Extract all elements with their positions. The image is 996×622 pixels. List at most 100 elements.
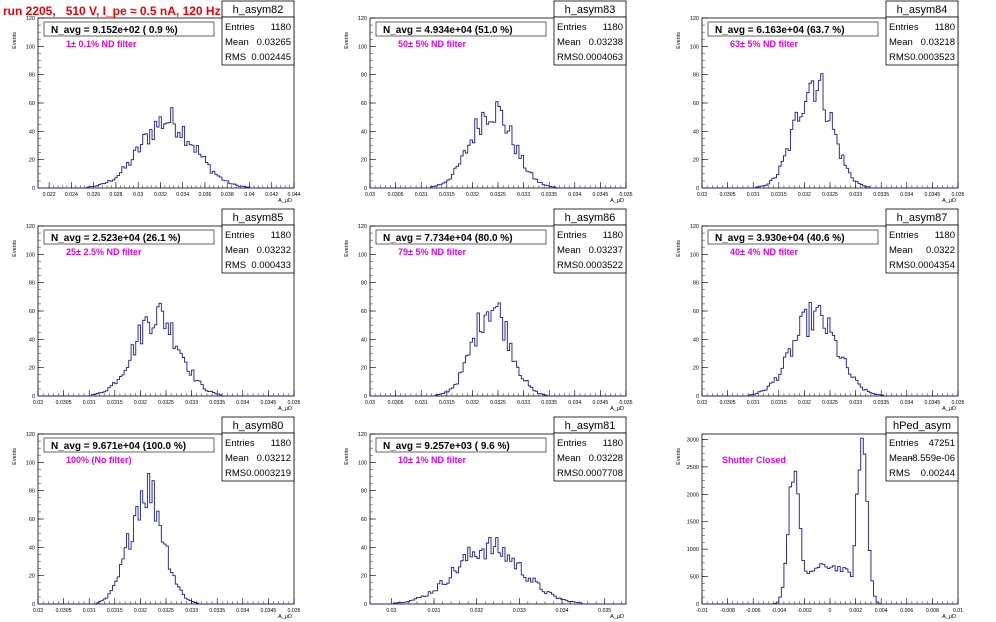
x-tick-label: 0.0305 [720,192,736,198]
x-tick-label: 0.033 [185,400,198,406]
x-tick-label: 0.0305 [720,400,736,406]
stats-label: Mean [225,245,249,256]
x-tick-label: 0.03 [697,400,707,406]
y-tick-label: 0 [696,602,699,608]
stats-box [221,432,295,482]
stats-label: RMS [557,468,578,479]
stats-box [885,16,959,66]
stats-label: Entries [889,22,919,33]
stats-value: 0.03265 [257,37,291,48]
y-axis-title: Events [676,240,682,257]
y-tick-label: 500 [690,575,699,581]
x-tick-label: 0.031 [428,608,441,614]
navg-label: N_avg = 9.152e+02 ( 0.9 %) [51,25,178,36]
y-tick-label: 60 [693,309,699,315]
y-tick-label: 60 [693,101,699,107]
stats-label: Mean [225,453,249,464]
stats-label: Mean [225,37,249,48]
stats-label: Entries [557,22,587,33]
stats-value: 0.03237 [589,245,623,256]
navg-box [43,21,215,37]
y-tick-label: 20 [29,158,35,164]
histogram-line [702,73,958,189]
x-tick-label: 0.031 [415,400,428,406]
y-tick-label: 0 [32,394,35,400]
histogram-name: h_asym83 [565,4,616,16]
x-axis-title: A_μD [278,406,292,412]
stats-value: -8.559e-06 [909,453,955,464]
filter-annotation: 50± 5% ND filter [398,39,466,49]
y-tick-label: 60 [29,101,35,107]
x-tick-label: 0.0325 [158,608,174,614]
x-tick-label: 0.032 [154,192,167,198]
stats-box [553,432,627,482]
stats-value: 1180 [935,22,955,33]
filter-annotation: 100% (No filter) [66,455,132,465]
y-tick-label: 40 [29,129,35,135]
x-tick-label: 0.0315 [107,400,123,406]
histogram-line [38,473,294,605]
y-tick-label: 0 [364,186,367,192]
x-tick-label: -0.006 [746,608,761,614]
y-tick-label: 0 [696,394,699,400]
stats-label: Entries [225,438,255,449]
y-tick-label: 1500 [687,520,699,526]
y-tick-label: 120 [26,224,35,230]
stats-label: Entries [889,230,919,241]
y-tick-label: 100 [358,252,367,258]
stats-label: RMS [557,52,578,63]
stats-label: RMS [889,52,910,63]
y-axis-title: Events [344,448,350,465]
filter-annotation: 1± 0.1% ND filter [66,39,137,49]
stats-value: 0.002445 [251,52,291,63]
x-axis-title: A_μD [942,406,956,412]
y-tick-label: 40 [361,545,367,551]
y-tick-label: 20 [29,574,35,580]
filter-annotation: 63± 5% ND filter [730,39,798,49]
stats-label: Mean [889,453,913,464]
stats-value: 0.0003219 [246,468,291,479]
y-axis-title: Events [12,448,18,465]
x-tick-label: 0.035 [598,608,611,614]
x-tick-label: 0.034 [900,192,913,198]
x-axis-title: A_μD [278,198,292,204]
x-tick-label: 0.033 [517,400,530,406]
y-tick-label: 60 [29,517,35,523]
stats-label: RMS [225,468,246,479]
x-tick-label: 0.024 [65,192,78,198]
stats-value: 0.03212 [257,453,291,464]
x-tick-label: 0.032 [798,400,811,406]
histogram-name: h_asym86 [565,212,616,224]
histogram-name: h_asym81 [565,420,616,432]
x-tick-label: 0.031 [83,608,96,614]
y-tick-label: 120 [358,16,367,22]
x-tick-label: 0.033 [849,192,862,198]
x-tick-label: 0.0335 [209,400,225,406]
y-tick-label: 40 [29,545,35,551]
y-tick-label: 60 [361,101,367,107]
x-tick-label: 0.0335 [873,400,889,406]
x-tick-label: 0.034 [556,608,569,614]
x-tick-label: 0.0335 [541,192,557,198]
x-tick-label: 0.028 [109,192,122,198]
stats-value: 47251 [929,438,955,449]
x-tick-label: 0.0335 [209,608,225,614]
x-tick-label: -0.01 [696,608,708,614]
x-tick-label: 0.026 [87,192,100,198]
y-axis-title: Events [676,448,682,465]
stats-box [221,16,295,66]
x-axis-title: A_μD [610,614,624,620]
x-tick-label: 0.034 [176,192,189,198]
y-axis-title: Events [12,240,18,257]
x-tick-label: 0.042 [265,192,278,198]
stats-label: Entries [889,438,919,449]
x-tick-label: 0.03 [697,192,707,198]
x-tick-label: 0.002 [849,608,862,614]
y-tick-label: 100 [358,44,367,50]
y-tick-label: 40 [29,337,35,343]
histogram-name: h_asym87 [897,212,948,224]
x-tick-label: 0.0325 [822,400,838,406]
stats-box [885,432,959,482]
y-tick-label: 3000 [687,437,699,443]
x-tick-label: 0.0315 [439,192,455,198]
